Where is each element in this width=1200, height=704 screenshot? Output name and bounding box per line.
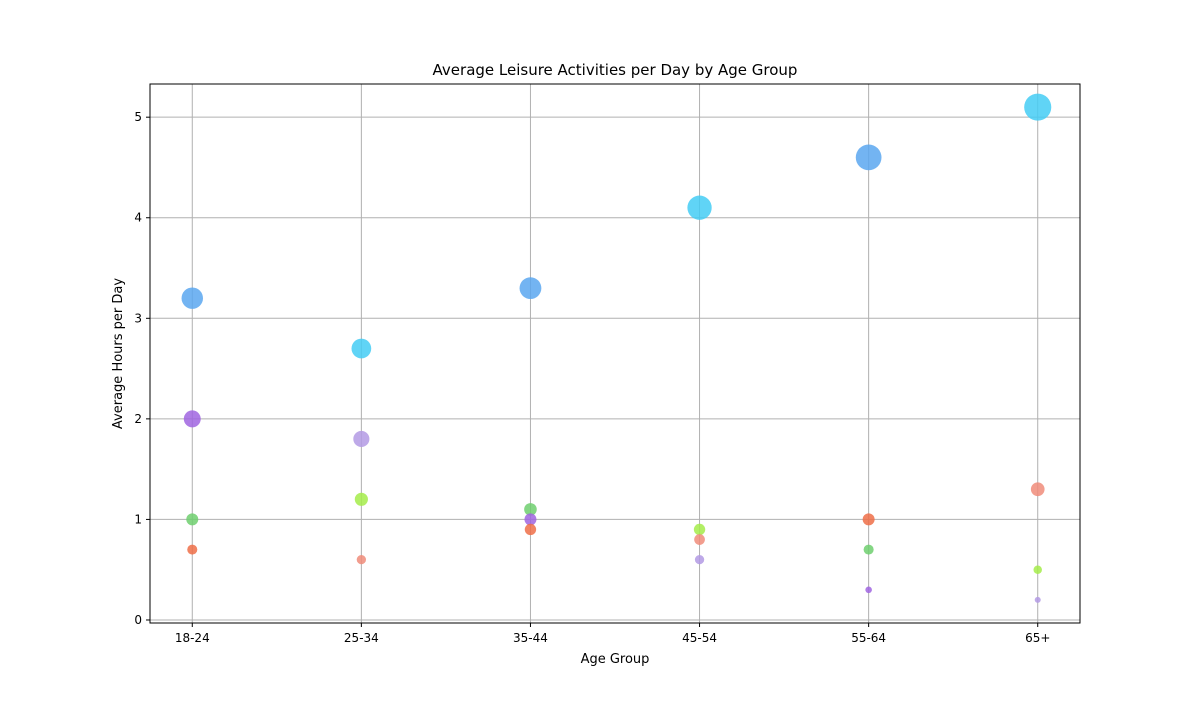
data-point (186, 513, 199, 526)
y-tick-label: 4 (134, 211, 142, 225)
data-point (519, 277, 542, 300)
axis-ticks: 18-24 25-34 35-44 45-54 55-64 65+ 0 1 2 3 4 5 (134, 110, 1050, 645)
grid (150, 84, 1080, 623)
x-tick-label: 55-64 (851, 631, 886, 645)
data-point (524, 523, 537, 536)
x-tick-label: 65+ (1025, 631, 1050, 645)
x-tick-label: 45-54 (682, 631, 717, 645)
y-tick-label: 5 (134, 110, 142, 124)
data-point (693, 523, 706, 536)
y-tick-label: 3 (134, 311, 142, 325)
plot-frame (149, 83, 1081, 624)
data-point (694, 534, 705, 545)
x-tick-label: 25-34 (344, 631, 379, 645)
data-point (181, 287, 204, 309)
data-point (687, 195, 712, 220)
data-point (865, 586, 872, 594)
data-point (356, 554, 367, 565)
data-point (353, 430, 370, 448)
data-point (1024, 93, 1052, 121)
data-point (855, 144, 882, 171)
data-point (354, 492, 368, 506)
data-points (181, 93, 1052, 603)
chart-title: Average Leisure Activities per Day by Ag… (433, 61, 798, 79)
data-point (1034, 596, 1041, 603)
data-point (524, 503, 537, 516)
data-point (1030, 482, 1045, 497)
data-point (351, 338, 372, 359)
x-tick-label: 18-24 (175, 631, 210, 645)
data-point (862, 513, 875, 526)
y-tick-label: 1 (134, 512, 142, 526)
data-point (183, 410, 201, 428)
y-tick-label: 0 (134, 613, 142, 627)
x-axis-label: Age Group (581, 652, 650, 667)
x-tick-label: 35-44 (513, 631, 548, 645)
data-point (1033, 565, 1042, 574)
y-tick-label: 2 (134, 412, 142, 426)
data-point (187, 544, 198, 555)
data-point (694, 554, 705, 565)
data-point (863, 544, 874, 555)
y-axis-label: Average Hours per Day (111, 278, 126, 429)
data-point (524, 513, 537, 526)
